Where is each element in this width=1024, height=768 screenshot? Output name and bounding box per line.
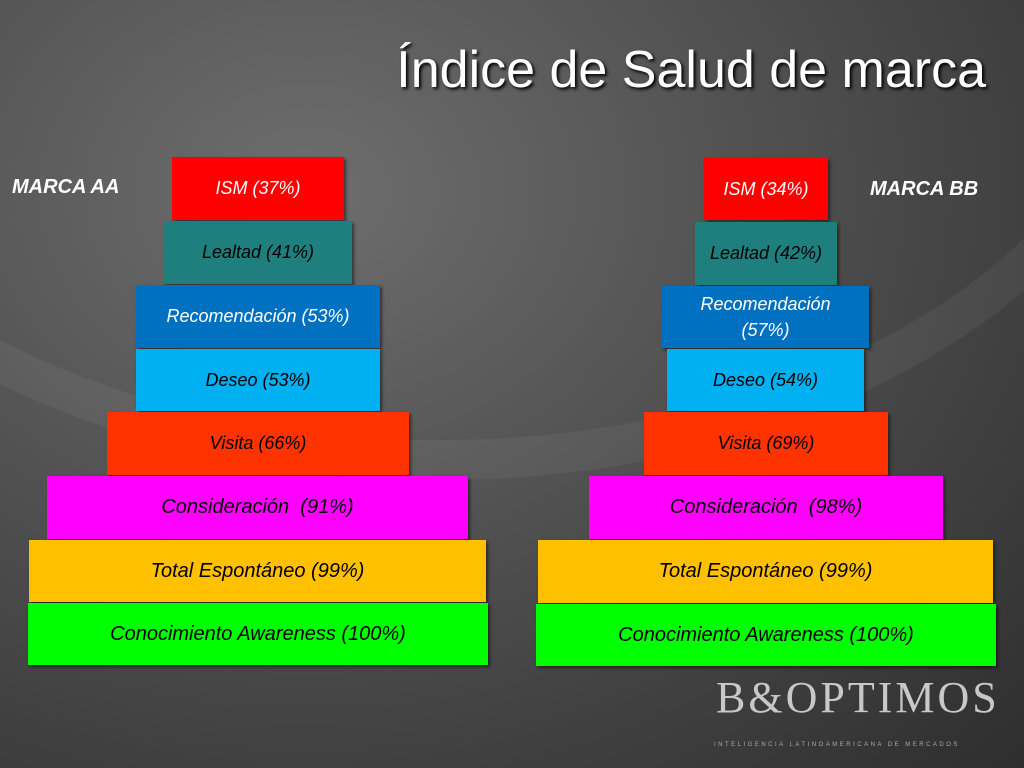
pyramid-level: ISM (37%) — [172, 157, 344, 220]
pyramid-level: Recomendación (57%) — [662, 286, 869, 348]
pyramid-level: Recomendación (53%) — [136, 285, 380, 348]
pyramid-level: Lealtad (41%) — [164, 221, 352, 284]
brand-label: MARCA BB — [870, 178, 979, 200]
pyramid-level: ISM (34%) — [704, 158, 828, 220]
pyramid-level: Total Espontáneo (99%) — [29, 540, 486, 602]
pyramid-level: Deseo (53%) — [136, 349, 380, 411]
logo: B&OPTIMOS — [716, 673, 1000, 722]
pyramid-level: Total Espontáneo (99%) — [538, 540, 993, 603]
title: Índice de Salud de marca — [396, 41, 986, 99]
logo-tagline: INTELIGENCIA LATINOAMERICANA DE MERCADOS — [714, 742, 960, 748]
pyramid-level: Lealtad (42%) — [695, 222, 837, 285]
brand-label: MARCA AA — [12, 176, 120, 198]
pyramid-level: Consideración (91%) — [47, 476, 468, 539]
pyramid-level: Visita (66%) — [107, 412, 409, 475]
pyramid-level: Visita (69%) — [644, 412, 888, 475]
pyramid-level: Conocimiento Awareness (100%) — [536, 604, 996, 666]
pyramid-level: Consideración (98%) — [589, 476, 943, 539]
pyramid-level: Deseo (54%) — [667, 349, 864, 411]
pyramid-level: Conocimiento Awareness (100%) — [28, 603, 488, 665]
